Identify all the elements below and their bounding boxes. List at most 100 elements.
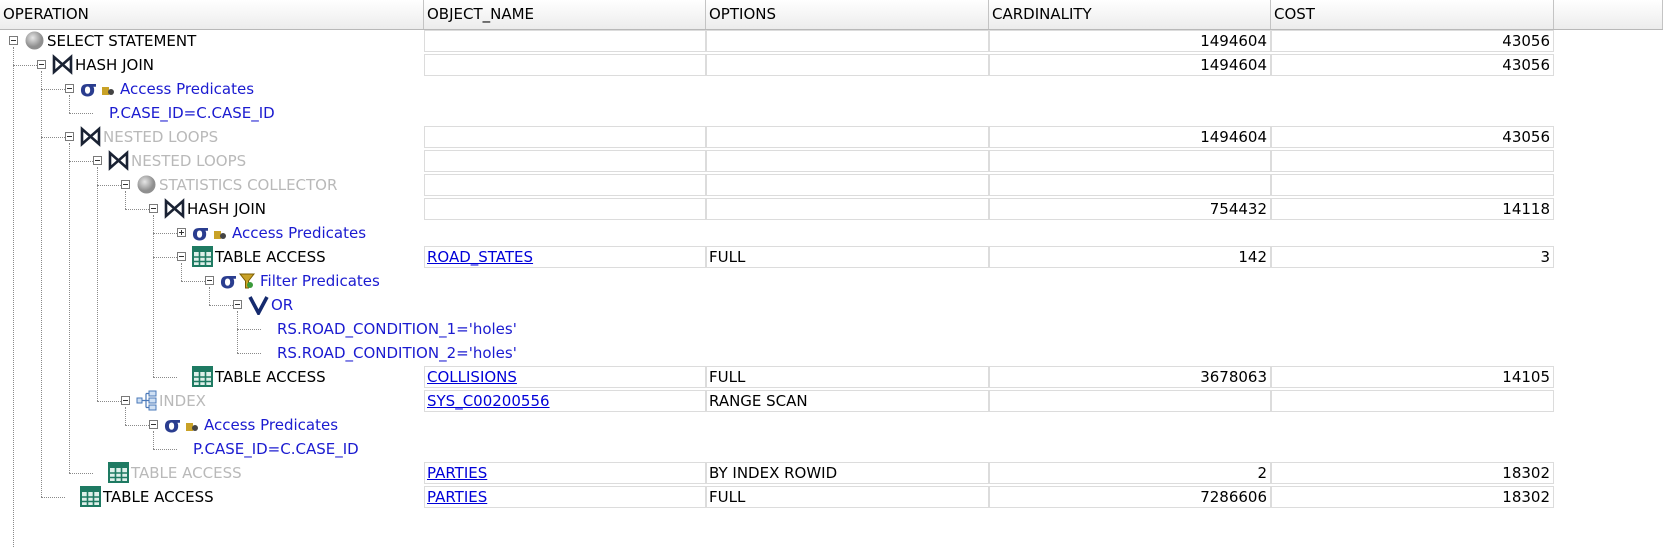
plan-node-label-index[interactable]: INDEX bbox=[159, 392, 206, 410]
expand-toggle[interactable] bbox=[177, 228, 186, 237]
access-predicate-icon: σ bbox=[192, 221, 232, 246]
object-name-link[interactable]: PARTIES bbox=[427, 464, 488, 482]
options-cell: RANGE SCAN bbox=[706, 390, 989, 412]
options-cell bbox=[706, 174, 989, 196]
plan-node-label-nested-loops[interactable]: NESTED LOOPS bbox=[103, 128, 219, 146]
tree-connector-horizontal bbox=[153, 377, 177, 378]
object-name-cell bbox=[424, 54, 706, 76]
index-icon bbox=[136, 390, 157, 411]
circle-icon bbox=[24, 30, 45, 51]
options-cell: FULL bbox=[706, 486, 989, 508]
cost-cell: 43056 bbox=[1271, 30, 1554, 52]
plan-node-label-statistics-collector[interactable]: STATISTICS COLLECTOR bbox=[159, 176, 338, 194]
tree-connector-vertical bbox=[69, 143, 70, 473]
cardinality-cell bbox=[989, 174, 1271, 196]
tree-connector-vertical bbox=[181, 263, 182, 281]
object-name-cell[interactable]: ROAD_STATES bbox=[424, 246, 706, 268]
cost-cell: 3 bbox=[1271, 246, 1554, 268]
join-icon bbox=[80, 126, 101, 147]
cost-cell: 14105 bbox=[1271, 366, 1554, 388]
plan-node-label-rs-road-condition-1-holes[interactable]: RS.ROAD_CONDITION_1='holes' bbox=[277, 320, 517, 338]
plan-node-label-access-predicates[interactable]: Access Predicates bbox=[204, 416, 339, 434]
cardinality-cell: 2 bbox=[989, 462, 1271, 484]
plan-node-label-hash-join[interactable]: HASH JOIN bbox=[75, 56, 154, 74]
collapse-toggle[interactable] bbox=[65, 132, 74, 141]
cardinality-cell: 1494604 bbox=[989, 54, 1271, 76]
options-cell: FULL bbox=[706, 366, 989, 388]
cost-cell: 14118 bbox=[1271, 198, 1554, 220]
cost-cell: 18302 bbox=[1271, 486, 1554, 508]
tree-connector-horizontal bbox=[209, 305, 233, 306]
object-name-link[interactable]: ROAD_STATES bbox=[427, 248, 534, 266]
options-cell bbox=[706, 54, 989, 76]
tree-connector-horizontal bbox=[69, 113, 93, 114]
or-icon bbox=[248, 294, 269, 317]
tree-connector-horizontal bbox=[125, 425, 149, 426]
column-header-object-name[interactable]: OBJECT_NAME bbox=[424, 0, 706, 29]
table-icon bbox=[108, 462, 129, 483]
tree-connector-vertical bbox=[153, 215, 154, 377]
plan-node-label-hash-join[interactable]: HASH JOIN bbox=[187, 200, 266, 218]
tree-connector-horizontal bbox=[41, 137, 65, 138]
tree-connector-vertical bbox=[41, 71, 42, 497]
plan-node-label-nested-loops[interactable]: NESTED LOOPS bbox=[131, 152, 247, 170]
plan-node-label-table-access[interactable]: TABLE ACCESS bbox=[103, 488, 214, 506]
collapse-toggle[interactable] bbox=[121, 396, 130, 405]
collapse-toggle[interactable] bbox=[93, 156, 102, 165]
table-icon bbox=[192, 366, 213, 387]
plan-node-label-table-access[interactable]: TABLE ACCESS bbox=[215, 248, 326, 266]
filter-predicate-icon: σ bbox=[220, 269, 260, 294]
column-header-operation[interactable]: OPERATION bbox=[0, 0, 424, 29]
options-cell bbox=[706, 126, 989, 148]
circle-icon bbox=[136, 174, 157, 195]
object-name-link[interactable]: COLLISIONS bbox=[427, 368, 517, 386]
object-name-cell bbox=[424, 30, 706, 52]
collapse-toggle[interactable] bbox=[233, 300, 242, 309]
tree-connector-horizontal bbox=[69, 473, 93, 474]
collapse-toggle[interactable] bbox=[177, 252, 186, 261]
cardinality-cell: 7286606 bbox=[989, 486, 1271, 508]
plan-node-label-p-case-id-c-case-id[interactable]: P.CASE_ID=C.CASE_ID bbox=[109, 104, 275, 122]
object-name-cell bbox=[424, 198, 706, 220]
plan-node-label-table-access[interactable]: TABLE ACCESS bbox=[215, 368, 326, 386]
column-header-options[interactable]: OPTIONS bbox=[706, 0, 989, 29]
tree-connector-vertical bbox=[125, 191, 126, 209]
object-name-link[interactable]: PARTIES bbox=[427, 488, 488, 506]
plan-node-label-p-case-id-c-case-id[interactable]: P.CASE_ID=C.CASE_ID bbox=[193, 440, 359, 458]
plan-node-label-access-predicates[interactable]: Access Predicates bbox=[120, 80, 255, 98]
object-name-cell[interactable]: COLLISIONS bbox=[424, 366, 706, 388]
collapse-toggle[interactable] bbox=[205, 276, 214, 285]
tree-connector-horizontal bbox=[237, 353, 261, 354]
cardinality-cell: 142 bbox=[989, 246, 1271, 268]
collapse-toggle[interactable] bbox=[65, 84, 74, 93]
join-icon bbox=[52, 54, 73, 75]
collapse-toggle[interactable] bbox=[149, 420, 158, 429]
plan-node-label-select-statement[interactable]: SELECT STATEMENT bbox=[47, 32, 197, 50]
column-header-cost[interactable]: COST bbox=[1271, 0, 1554, 29]
plan-node-label-access-predicates[interactable]: Access Predicates bbox=[232, 224, 367, 242]
tree-connector-horizontal bbox=[125, 209, 149, 210]
tree-connector-horizontal bbox=[153, 449, 177, 450]
collapse-toggle[interactable] bbox=[37, 60, 46, 69]
svg-text:σ: σ bbox=[80, 78, 97, 99]
cardinality-cell bbox=[989, 390, 1271, 412]
cardinality-cell: 3678063 bbox=[989, 366, 1271, 388]
join-icon bbox=[164, 198, 185, 219]
column-header-cardinality[interactable]: CARDINALITY bbox=[989, 0, 1271, 29]
collapse-toggle[interactable] bbox=[121, 180, 130, 189]
collapse-toggle[interactable] bbox=[9, 36, 18, 45]
plan-node-label-filter-predicates[interactable]: Filter Predicates bbox=[260, 272, 380, 290]
options-cell: FULL bbox=[706, 246, 989, 268]
object-name-link[interactable]: SYS_C00200556 bbox=[427, 392, 550, 410]
object-name-cell[interactable]: SYS_C00200556 bbox=[424, 390, 706, 412]
object-name-cell[interactable]: PARTIES bbox=[424, 486, 706, 508]
plan-node-label-rs-road-condition-2-holes[interactable]: RS.ROAD_CONDITION_2='holes' bbox=[277, 344, 517, 362]
plan-node-label-table-access[interactable]: TABLE ACCESS bbox=[131, 464, 242, 482]
object-name-cell[interactable]: PARTIES bbox=[424, 462, 706, 484]
cardinality-cell: 1494604 bbox=[989, 30, 1271, 52]
collapse-toggle[interactable] bbox=[149, 204, 158, 213]
options-cell bbox=[706, 30, 989, 52]
tree-connector-vertical bbox=[13, 47, 14, 547]
plan-node-label-or[interactable]: OR bbox=[271, 296, 294, 314]
